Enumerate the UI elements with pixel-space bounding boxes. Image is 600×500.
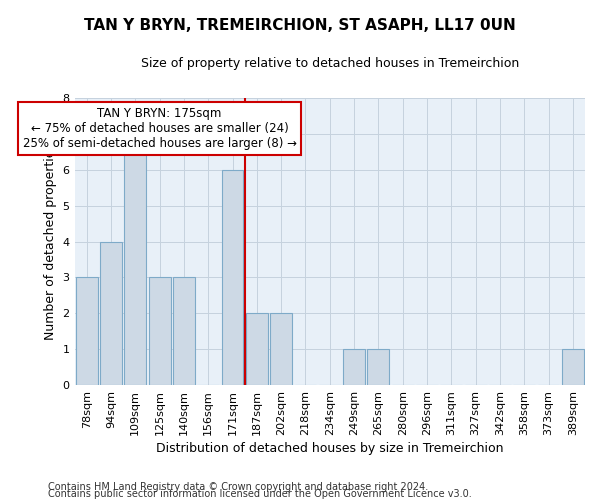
- Bar: [343, 349, 365, 385]
- Bar: [76, 278, 98, 385]
- Bar: [221, 170, 244, 385]
- Text: Contains HM Land Registry data © Crown copyright and database right 2024.: Contains HM Land Registry data © Crown c…: [48, 482, 428, 492]
- Bar: [124, 134, 146, 385]
- Text: Contains public sector information licensed under the Open Government Licence v3: Contains public sector information licen…: [48, 489, 472, 499]
- Bar: [270, 314, 292, 385]
- Bar: [149, 278, 170, 385]
- Bar: [246, 314, 268, 385]
- Bar: [100, 242, 122, 385]
- Bar: [173, 278, 195, 385]
- Text: TAN Y BRYN, TREMEIRCHION, ST ASAPH, LL17 0UN: TAN Y BRYN, TREMEIRCHION, ST ASAPH, LL17…: [84, 18, 516, 32]
- Y-axis label: Number of detached properties: Number of detached properties: [44, 143, 57, 340]
- Title: Size of property relative to detached houses in Tremeirchion: Size of property relative to detached ho…: [140, 58, 519, 70]
- X-axis label: Distribution of detached houses by size in Tremeirchion: Distribution of detached houses by size …: [156, 442, 503, 455]
- Text: TAN Y BRYN: 175sqm
← 75% of detached houses are smaller (24)
25% of semi-detache: TAN Y BRYN: 175sqm ← 75% of detached hou…: [23, 107, 296, 150]
- Bar: [562, 349, 584, 385]
- Bar: [367, 349, 389, 385]
